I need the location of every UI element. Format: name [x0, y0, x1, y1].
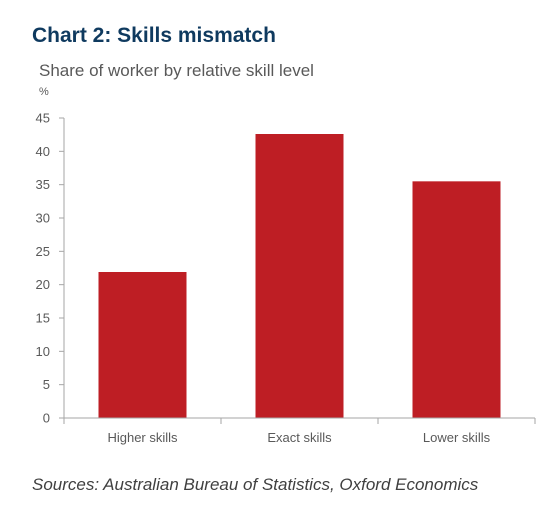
bar-higher-skills [98, 272, 187, 418]
y-tick-label: 35 [36, 177, 50, 192]
bar-exact-skills [255, 134, 344, 418]
y-tick-label: 20 [36, 277, 50, 292]
chart-subtitle: Share of worker by relative skill level [39, 61, 314, 80]
bars [98, 134, 501, 418]
y-tick-label: 5 [43, 377, 50, 392]
y-tick-label: 15 [36, 311, 50, 326]
y-tick-label: 40 [36, 144, 50, 159]
y-axis-unit: % [39, 86, 49, 98]
y-tick-label: 25 [36, 244, 50, 259]
y-tick-label: 10 [36, 344, 50, 359]
chart-title: Chart 2: Skills mismatch [32, 24, 276, 47]
x-tick-label: Higher skills [107, 430, 178, 445]
bar-lower-skills [412, 181, 501, 418]
source-note: Sources: Australian Bureau of Statistics… [32, 475, 479, 494]
y-tick-label: 45 [36, 111, 50, 126]
y-tick-label: 30 [36, 211, 50, 226]
y-tick-label: 0 [43, 411, 50, 426]
y-axis-ticks: 0 5 10 15 20 25 30 35 40 45 [36, 111, 64, 426]
x-tick-label: Lower skills [423, 430, 491, 445]
x-axis-ticks: Higher skills Exact skills Lower skills [63, 418, 536, 445]
x-tick-label: Exact skills [267, 430, 332, 445]
